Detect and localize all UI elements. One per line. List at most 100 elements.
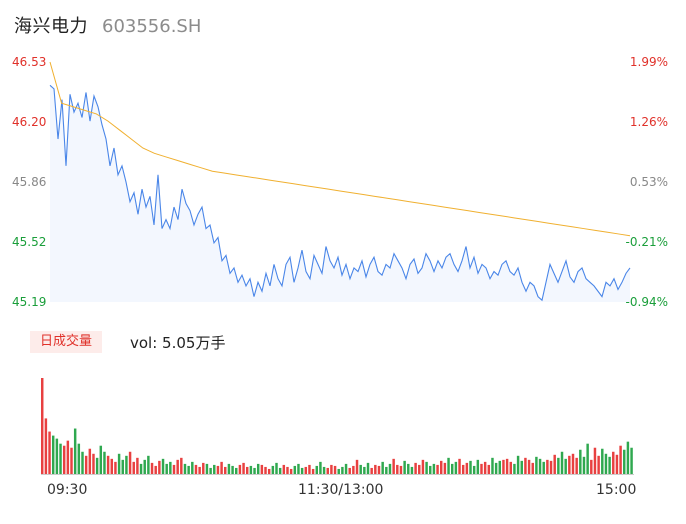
volume-bar xyxy=(300,467,304,474)
volume-bar xyxy=(476,459,480,474)
volume-bar xyxy=(187,465,190,474)
volume-bar xyxy=(396,464,399,474)
volume-bar xyxy=(630,447,633,474)
volume-bar xyxy=(128,451,132,474)
volume-bar xyxy=(597,455,600,474)
volume-bar xyxy=(509,461,512,474)
volume-bar xyxy=(44,418,48,474)
volume-bar xyxy=(289,468,293,474)
volume-bar xyxy=(560,451,564,474)
volume-tab-badge[interactable]: 日成交量 xyxy=(30,331,103,353)
volume-bar xyxy=(608,456,611,474)
volume-bar xyxy=(256,463,260,474)
stock-name: 海兴电力 xyxy=(14,16,88,37)
volume-bar xyxy=(385,466,388,474)
volume-bar xyxy=(99,445,103,474)
volume-bar xyxy=(117,453,121,474)
volume-bar xyxy=(110,458,114,474)
volume-bar xyxy=(472,465,476,474)
volume-bar xyxy=(106,455,110,474)
stock-code: 603556.SH xyxy=(102,16,202,37)
volume-bar xyxy=(139,463,143,474)
volume-bar xyxy=(410,466,414,474)
volume-bar xyxy=(333,465,337,474)
volume-bar xyxy=(429,465,432,474)
x-tick-label: 09:30 xyxy=(47,482,88,498)
volume-bar xyxy=(432,463,436,474)
volume-bar xyxy=(271,465,275,474)
volume-bar xyxy=(224,466,227,474)
price-line xyxy=(49,84,631,302)
header: 海兴电力 603556.SH xyxy=(14,12,201,40)
volume-bar xyxy=(143,459,146,474)
volume-bar xyxy=(623,449,626,474)
volume-bar xyxy=(73,428,77,474)
volume-bar xyxy=(553,454,556,474)
volume-summary: vol: 5.05万手 xyxy=(130,334,226,352)
volume-bar xyxy=(264,466,267,474)
volume-bar xyxy=(619,445,622,474)
volume-bar xyxy=(586,443,589,474)
volume-bar xyxy=(414,462,417,474)
volume-bar xyxy=(282,464,286,474)
volume-bar xyxy=(593,447,597,474)
volume-bar xyxy=(66,440,70,474)
pct-tick-label: -0.21% xyxy=(625,235,668,249)
x-tick-label: 11:30/13:00 xyxy=(298,482,384,498)
volume-bar xyxy=(51,435,55,474)
volume-bar xyxy=(436,464,439,474)
volume-bar xyxy=(216,465,220,474)
volume-bar xyxy=(278,467,282,474)
volume-bar xyxy=(388,463,392,474)
volume-bar xyxy=(542,461,545,474)
x-tick-label: 15:00 xyxy=(596,482,637,498)
volume-bar xyxy=(454,461,458,474)
volume-bar xyxy=(612,451,615,474)
volume-bar xyxy=(132,461,135,474)
volume-bar xyxy=(531,462,534,474)
volume-bar xyxy=(147,455,150,474)
volume-bar xyxy=(213,464,216,474)
volume-bar xyxy=(84,455,88,474)
volume-bar xyxy=(121,459,124,474)
volume-bar xyxy=(582,456,586,474)
volume-bar xyxy=(136,457,139,474)
pct-tick-label: 1.99% xyxy=(629,55,668,69)
volume-bar xyxy=(308,464,311,474)
pct-tick-label: -0.94% xyxy=(625,295,668,309)
volume-bar xyxy=(392,458,395,474)
volume-bar xyxy=(516,455,520,474)
volume-bar xyxy=(231,465,234,474)
y-tick-label: 46.20 xyxy=(12,115,47,129)
volume-bar xyxy=(176,459,179,474)
volume-bar xyxy=(330,464,333,474)
volume-bar xyxy=(55,438,59,474)
volume-bar xyxy=(220,461,223,474)
price-area xyxy=(50,85,630,302)
volume-bar xyxy=(450,463,454,474)
volume-bar xyxy=(494,462,498,474)
y-tick-label: 45.52 xyxy=(12,235,47,249)
volume-bar xyxy=(315,465,318,474)
volume-bar xyxy=(425,461,428,474)
volume-bar xyxy=(370,467,373,474)
volume-bar xyxy=(205,463,209,474)
volume-bar xyxy=(322,466,326,474)
volume-bar xyxy=(341,466,344,474)
volume-bar xyxy=(62,445,66,474)
volume-bar xyxy=(260,464,264,474)
volume-bar xyxy=(374,464,377,474)
volume-bar xyxy=(209,467,212,474)
volume-bar xyxy=(125,455,128,474)
volume-bar xyxy=(150,462,154,474)
volume-bar xyxy=(286,466,289,474)
volume-bar xyxy=(337,468,340,474)
volume-bar xyxy=(590,459,593,474)
volume-bar xyxy=(564,458,567,474)
volume-bar xyxy=(169,461,172,474)
volume-bar xyxy=(326,467,329,474)
volume-bar xyxy=(172,464,176,474)
volume-bar xyxy=(297,463,300,474)
volume-bar xyxy=(465,462,469,474)
volume-bar xyxy=(154,465,157,474)
